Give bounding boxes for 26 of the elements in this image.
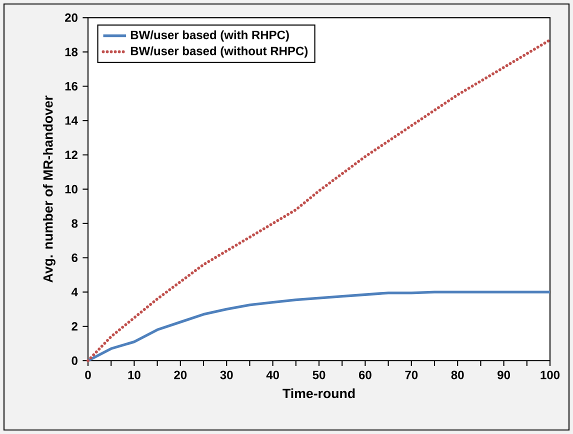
legend-label: BW/user based (without RHPC) bbox=[130, 46, 308, 58]
x-tick-label: 30 bbox=[220, 370, 233, 380]
y-tick-label: 0 bbox=[72, 356, 78, 365]
x-tick-label: 20 bbox=[174, 370, 187, 380]
y-tick-label: 14 bbox=[65, 116, 78, 125]
x-tick-label: 50 bbox=[312, 370, 326, 380]
y-tick-label: 6 bbox=[72, 254, 78, 262]
y-tick-label: 16 bbox=[65, 82, 78, 91]
x-axis-title: Time-round bbox=[282, 388, 355, 398]
y-tick-label: 18 bbox=[65, 48, 78, 56]
y-tick-label: 2 bbox=[72, 322, 78, 331]
x-tick-label: 0 bbox=[85, 370, 91, 380]
x-tick-label: 90 bbox=[498, 370, 510, 380]
x-tick-label: 80 bbox=[451, 370, 464, 380]
x-tick-label: 70 bbox=[405, 370, 418, 380]
x-tick-label: 60 bbox=[358, 370, 372, 380]
y-tick-label: 20 bbox=[65, 13, 78, 22]
y-axis-title: Avg. number of MR-handover bbox=[42, 96, 56, 283]
x-tick-label: 40 bbox=[266, 370, 279, 380]
x-tick-label: 10 bbox=[128, 370, 140, 380]
y-tick-label: 4 bbox=[71, 288, 78, 296]
legend-label: BW/user based (with RHPC) bbox=[130, 30, 289, 42]
y-tick-label: 12 bbox=[65, 150, 78, 160]
y-tick-label: 10 bbox=[65, 184, 78, 194]
x-tick-label: 100 bbox=[540, 370, 560, 380]
y-tick-label: 8 bbox=[72, 219, 78, 228]
